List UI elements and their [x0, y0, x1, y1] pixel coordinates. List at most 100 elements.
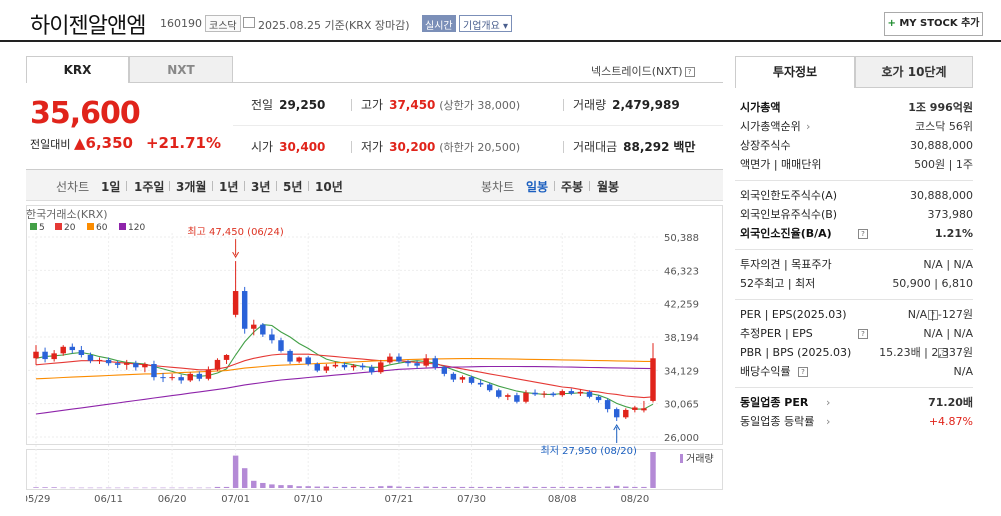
- company-info-dropdown[interactable]: 기업개요 ▾: [459, 15, 513, 32]
- volume-bar: [133, 487, 139, 489]
- exchange-tabs: KRX NXT: [26, 56, 233, 83]
- legend-label: 20: [64, 223, 76, 233]
- info-value: 50,900 | 6,810: [892, 277, 973, 290]
- volume-bar: [223, 486, 230, 488]
- period-1d[interactable]: 1일: [101, 180, 121, 194]
- candle-body: [232, 291, 239, 315]
- stat-open: 시가 30,400: [251, 140, 326, 154]
- candle-body: [359, 365, 366, 368]
- candle-body: [160, 377, 166, 379]
- arrow-icon[interactable]: ›: [826, 415, 831, 428]
- tab-krx[interactable]: KRX: [26, 56, 129, 83]
- candle-body: [241, 291, 248, 329]
- calendar-icon: [243, 17, 255, 28]
- volume-bar: [187, 487, 193, 489]
- candle-body: [532, 392, 538, 395]
- period-3y[interactable]: 3년: [251, 180, 271, 194]
- volume-bar: [532, 486, 538, 488]
- plot-frame: [26, 205, 723, 445]
- stock-header: 하이젠알앤엠 160190 코스닥 2025.08.25 기준(KRX 장마감)…: [0, 0, 1001, 42]
- candle-body: [586, 391, 593, 397]
- info-value: 373,980: [927, 208, 974, 221]
- section-divider: [735, 249, 973, 250]
- volume-bar: [632, 486, 638, 488]
- candle-body: [42, 351, 48, 360]
- info-key: 투자의견 | 목표주가: [740, 258, 832, 271]
- info-key: 배당수익률: [740, 365, 791, 378]
- candle-body: [595, 396, 602, 401]
- volume-bar: [69, 487, 76, 489]
- info-row: 동일업종 PER › 71.20배: [740, 395, 973, 411]
- volume-bar: [568, 486, 575, 488]
- min-annotation: 최저 27,950 (08/20): [541, 445, 637, 457]
- candle-body: [641, 408, 647, 411]
- volume-bar: [468, 486, 475, 488]
- info-value: N/A: [953, 365, 973, 378]
- candle-body: [114, 363, 121, 365]
- info-value: N/A | -127원: [907, 308, 973, 321]
- info-key: 외국인보유주식수(B): [740, 208, 838, 221]
- help-icon[interactable]: ?: [928, 310, 938, 320]
- change-value: ▲6,350: [73, 134, 133, 152]
- candle-body: [78, 350, 85, 355]
- y-tick-label: 34,129: [664, 366, 699, 377]
- info-key: 추정PER | EPS: [740, 327, 813, 340]
- help-icon[interactable]: ?: [858, 329, 868, 339]
- price-change: 전일대비 ▲6,350 +21.71%: [30, 134, 221, 152]
- period-5y[interactable]: 5년: [283, 180, 303, 194]
- candle-weekly[interactable]: 주봉: [561, 180, 584, 194]
- candle-body: [368, 367, 375, 373]
- candle-monthly[interactable]: 월봉: [597, 180, 620, 194]
- tab-orderbook[interactable]: 호가 10단계: [855, 56, 973, 88]
- candle-body: [559, 391, 565, 396]
- period-3m[interactable]: 3개월: [176, 180, 207, 194]
- mystock-add-button[interactable]: + MY STOCK 추가: [884, 12, 983, 36]
- info-value: 30,888,000: [910, 189, 973, 202]
- help-icon[interactable]: ?: [798, 367, 808, 377]
- volume-bar: [78, 487, 85, 489]
- info-value: +4.87%: [928, 415, 973, 428]
- info-row: PER | EPS(2025.03)? N/A | -127원: [740, 307, 973, 323]
- candle-body: [260, 324, 266, 335]
- help-icon[interactable]: ?: [938, 348, 948, 358]
- x-tick-label: 07/30: [457, 494, 486, 505]
- info-value: 1조 996억원: [908, 101, 973, 114]
- line-chart-label[interactable]: 선차트: [56, 180, 90, 194]
- candle-body: [477, 382, 484, 385]
- help-icon[interactable]: ?: [684, 67, 695, 77]
- info-row: 외국인소진율(B/A)? 1.21%: [740, 226, 973, 242]
- info-value: 1.21%: [934, 227, 973, 240]
- info-row: 상장주식수 30,888,000: [740, 138, 973, 154]
- volume-bar: [577, 486, 584, 488]
- volume-bar: [405, 486, 411, 488]
- period-10y[interactable]: 10년: [315, 180, 343, 194]
- realtime-button[interactable]: 실시간: [422, 15, 456, 32]
- arrow-icon[interactable]: ›: [806, 120, 811, 133]
- candle-chart-label[interactable]: 봉차트: [481, 180, 515, 194]
- legend-swatch: [55, 223, 62, 230]
- volume-bar: [514, 486, 520, 488]
- candle-body: [69, 346, 76, 351]
- period-1y[interactable]: 1년: [219, 180, 239, 194]
- candle-body: [432, 358, 438, 368]
- nxt-link[interactable]: 넥스트레이드(NXT)?: [591, 63, 695, 79]
- candle-body: [142, 364, 148, 368]
- info-row: 외국인보유주식수(B) 373,980: [740, 207, 973, 223]
- y-tick-label: 50,388: [664, 233, 699, 244]
- volume-bar: [296, 486, 302, 488]
- current-price: 35,600: [30, 96, 141, 131]
- volume-bar: [586, 486, 593, 488]
- help-icon[interactable]: ?: [858, 229, 868, 239]
- arrow-icon[interactable]: ›: [826, 396, 831, 409]
- volume-frame: [26, 449, 723, 490]
- candle-body: [305, 357, 311, 365]
- period-1w[interactable]: 1주일: [134, 180, 165, 194]
- volume-bar: [396, 486, 402, 488]
- tab-invest-info[interactable]: 투자정보: [735, 56, 855, 88]
- candle-daily[interactable]: 일봉: [526, 180, 549, 194]
- candle-body: [205, 369, 212, 379]
- volume-bar: [505, 486, 511, 488]
- candle-body: [568, 391, 575, 394]
- tab-nxt[interactable]: NXT: [129, 56, 233, 83]
- legend-swatch: [87, 223, 94, 230]
